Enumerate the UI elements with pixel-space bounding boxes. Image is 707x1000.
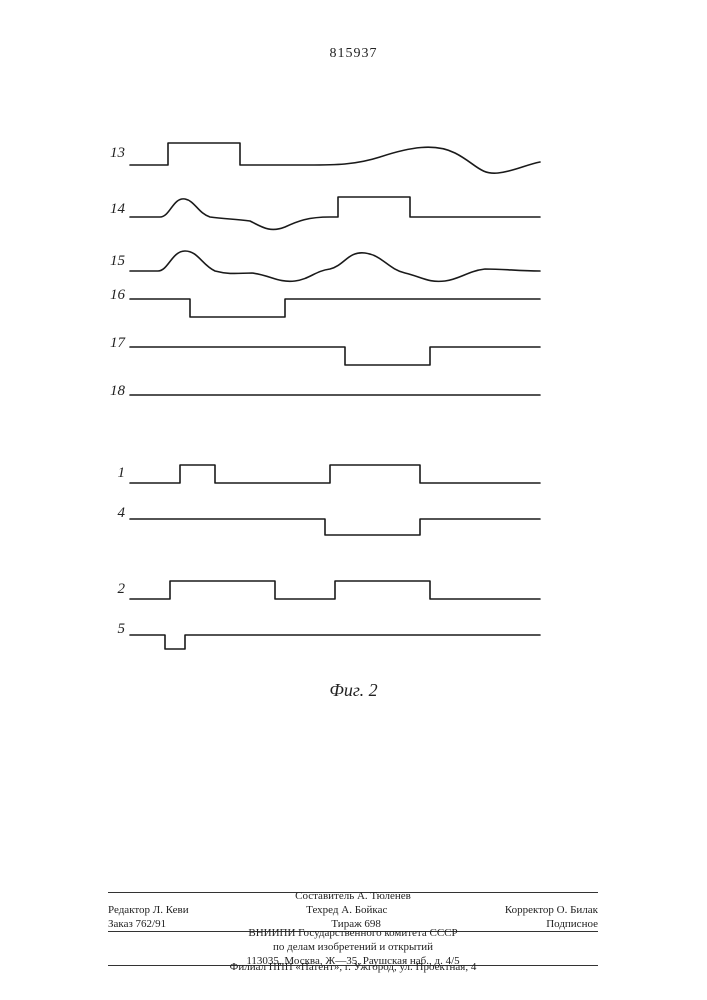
trace-label-1: 1 xyxy=(95,465,125,482)
timing-diagram: 1314151617181425 xyxy=(130,135,550,675)
org-line-2: по делам изобретений и открытий xyxy=(108,941,598,955)
trace-label-16: 16 xyxy=(95,287,125,304)
trace-15: 15 xyxy=(130,241,550,291)
trace-label-14: 14 xyxy=(95,201,125,218)
trace-label-15: 15 xyxy=(95,253,125,270)
figure-caption: Фиг. 2 xyxy=(0,680,707,701)
trace-4: 4 xyxy=(130,505,550,555)
compiler-line: Составитель А. Тюленев xyxy=(108,890,598,904)
editor-label: Редактор Л. Кеви xyxy=(108,904,189,918)
imprint-block-1: Составитель А. Тюленев Редактор Л. Кеви … xyxy=(108,890,598,931)
trace-label-13: 13 xyxy=(95,145,125,162)
address-line-2: Филиал ППП «Патент», г. Ужгород, ул. Про… xyxy=(108,961,598,975)
org-line-1: ВНИИПИ Государственного комитета СССР xyxy=(108,927,598,941)
tech-editor-label: Техред А. Бойкас xyxy=(306,904,387,918)
imprint-block-3: Филиал ППП «Патент», г. Ужгород, ул. Про… xyxy=(108,961,598,975)
trace-13: 13 xyxy=(130,135,550,185)
trace-14: 14 xyxy=(130,187,550,237)
trace-label-17: 17 xyxy=(95,335,125,352)
trace-label-18: 18 xyxy=(95,383,125,400)
trace-5: 5 xyxy=(130,621,550,671)
trace-2: 2 xyxy=(130,571,550,621)
trace-label-4: 4 xyxy=(95,505,125,522)
trace-16: 16 xyxy=(130,287,550,337)
trace-label-2: 2 xyxy=(95,581,125,598)
trace-18: 18 xyxy=(130,383,550,433)
corrector-label: Корректор О. Билак xyxy=(505,904,598,918)
trace-label-5: 5 xyxy=(95,621,125,638)
document-number: 815937 xyxy=(0,46,707,62)
trace-1: 1 xyxy=(130,455,550,505)
trace-17: 17 xyxy=(130,335,550,385)
